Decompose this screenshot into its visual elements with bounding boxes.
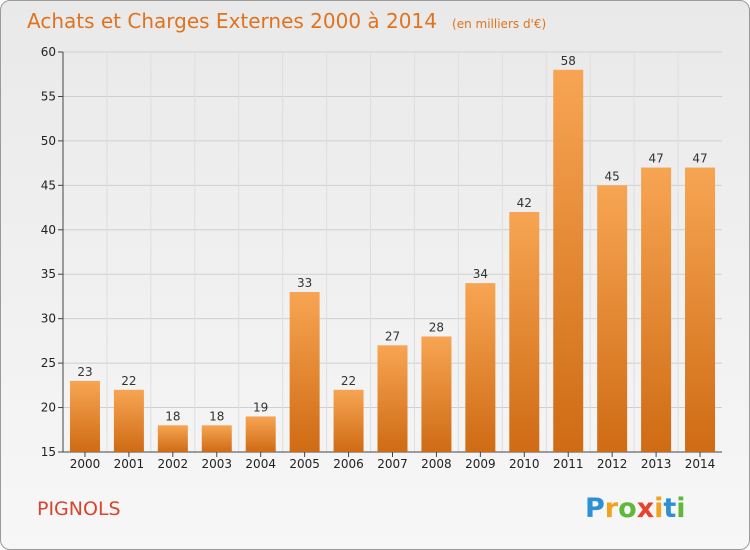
- x-tick-label-2002: 2002: [158, 457, 189, 471]
- bar-2008: [421, 336, 452, 452]
- bar-2004: [245, 416, 276, 452]
- data-label-2000: 23: [77, 365, 92, 379]
- data-label-2001: 22: [121, 374, 136, 388]
- x-tick-label-2004: 2004: [245, 457, 276, 471]
- bar-2003: [201, 425, 232, 452]
- y-tick-label: 15: [41, 445, 56, 459]
- bar-2013: [641, 167, 672, 453]
- data-label-2003: 18: [209, 409, 224, 423]
- data-label-2013: 47: [648, 152, 663, 166]
- logo-letter: t: [663, 493, 676, 524]
- logo-letter: i: [654, 493, 663, 524]
- logo-letter: x: [637, 493, 654, 524]
- logo-letter: i: [676, 493, 685, 524]
- bar-2012: [597, 185, 628, 453]
- proxiti-logo: Proxiti: [585, 493, 686, 524]
- y-tick-label: 20: [41, 401, 56, 415]
- bar-2005: [289, 292, 320, 452]
- y-tick-label: 25: [41, 356, 56, 370]
- logo-letter: P: [585, 493, 605, 524]
- x-tick-label-2009: 2009: [465, 457, 496, 471]
- data-label-2005: 33: [297, 276, 312, 290]
- x-tick-label-2005: 2005: [289, 457, 320, 471]
- data-label-2006: 22: [341, 374, 356, 388]
- x-tick-label-2007: 2007: [377, 457, 408, 471]
- bar-2001: [113, 389, 144, 452]
- data-label-2008: 28: [429, 320, 444, 334]
- bar-2002: [157, 425, 188, 452]
- data-label-2011: 58: [561, 54, 576, 68]
- chart-title: Achats et Charges Externes 2000 à 2014 (…: [27, 9, 546, 33]
- x-tick-label-2010: 2010: [509, 457, 540, 471]
- y-tick-label: 30: [41, 312, 56, 326]
- x-tick-label-2008: 2008: [421, 457, 452, 471]
- data-label-2009: 34: [473, 267, 488, 281]
- x-tick-label-2011: 2011: [553, 457, 584, 471]
- data-labels: 23 22 18 18 19 33 22 27 28 34 42 58 45 47 47: [77, 54, 707, 424]
- x-tick-label-2003: 2003: [201, 457, 232, 471]
- grid-lines: [63, 51, 722, 453]
- logo-letter: r: [605, 493, 619, 524]
- y-tick-label: 55: [41, 89, 56, 103]
- data-label-2012: 45: [605, 169, 620, 183]
- commune-name: PIGNOLS: [37, 498, 121, 520]
- data-label-2002: 18: [165, 409, 180, 423]
- bar-2009: [465, 283, 496, 452]
- bar-2000: [69, 380, 100, 452]
- bar-2007: [377, 345, 408, 452]
- data-label-2007: 27: [385, 329, 400, 343]
- y-tick-label: 50: [41, 134, 56, 148]
- x-tick-label-2000: 2000: [70, 457, 101, 471]
- axes: 15 20 25 30 35 40 45 50 55 60 2000 2001 2002 2003 2004…: [41, 45, 722, 471]
- chart-title-main: Achats et Charges Externes 2000 à 2014: [27, 9, 437, 33]
- data-label-2004: 19: [253, 400, 268, 414]
- logo-letter: o: [618, 493, 637, 524]
- x-tick-label-2001: 2001: [114, 457, 145, 471]
- y-tick-label: 60: [41, 45, 56, 59]
- bar-2011: [553, 69, 584, 453]
- y-tick-label: 35: [41, 267, 56, 281]
- bar-2006: [333, 389, 364, 452]
- y-tick-label: 45: [41, 178, 56, 192]
- x-tick-label-2006: 2006: [333, 457, 364, 471]
- x-tick-label-2014: 2014: [685, 457, 716, 471]
- y-tick-label: 40: [41, 223, 56, 237]
- data-label-2010: 42: [517, 196, 532, 210]
- bar-2010: [509, 212, 540, 452]
- data-label-2014: 47: [692, 152, 707, 166]
- chart-title-unit: (en milliers d'€): [452, 17, 546, 31]
- x-tick-label-2012: 2012: [597, 457, 628, 471]
- bars: [69, 69, 716, 453]
- bar-2014: [685, 167, 716, 453]
- x-tick-label-2013: 2013: [641, 457, 672, 471]
